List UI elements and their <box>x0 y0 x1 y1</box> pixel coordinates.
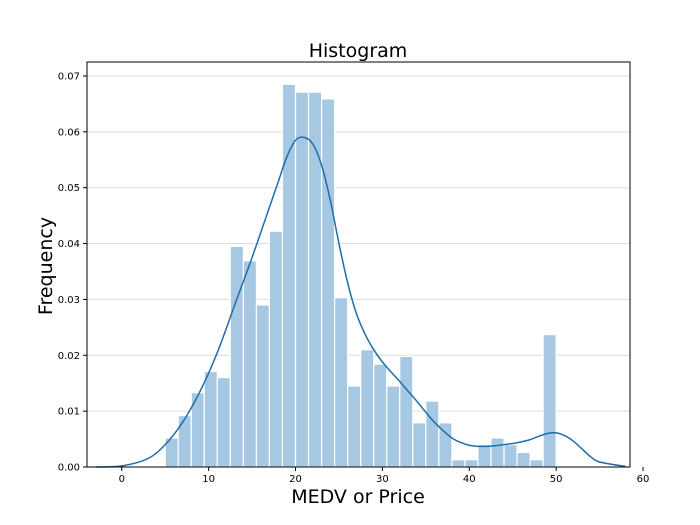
histogram-bar <box>412 422 427 468</box>
histogram-bar <box>294 91 310 468</box>
histogram-bar <box>542 334 557 468</box>
y-axis-label: Frequency <box>35 217 57 315</box>
histogram-bar <box>373 363 388 468</box>
histogram-bars <box>164 83 557 468</box>
x-tick-label: 20 <box>289 474 302 485</box>
density-curve <box>95 136 626 468</box>
x-tick-label: 10 <box>202 474 215 485</box>
histogram-bar <box>268 230 284 468</box>
y-tick-label: 0.06 <box>58 127 80 138</box>
histogram-bar <box>255 304 271 468</box>
y-tick-label: 0.04 <box>58 239 80 250</box>
histogram-bar <box>490 437 505 468</box>
histogram-bar <box>242 260 258 468</box>
histogram-bar <box>347 385 362 468</box>
histogram-bar <box>386 385 401 468</box>
histogram-bar <box>516 451 531 468</box>
histogram-bar <box>177 415 192 468</box>
x-axis-ticks: 0 10 20 30 40 50 60 <box>119 467 650 485</box>
histogram-bar <box>216 377 231 468</box>
kde-line <box>95 136 626 468</box>
histogram-bar <box>334 297 349 468</box>
x-tick-label: 40 <box>463 474 476 485</box>
y-tick-label: 0.05 <box>58 183 80 194</box>
histogram-bar <box>360 349 375 468</box>
gridlines <box>87 75 630 468</box>
y-tick-label: 0.01 <box>58 407 80 418</box>
histogram-bar <box>399 355 414 468</box>
x-tick-label: 30 <box>376 474 389 485</box>
histogram-bar <box>425 400 440 468</box>
x-tick-label: 60 <box>637 474 650 485</box>
histogram-bar <box>229 245 244 468</box>
histogram-bar <box>451 459 466 468</box>
histogram-bar <box>503 444 518 468</box>
y-axis-ticks: 0.00 0.01 0.02 0.03 0.04 0.05 0.06 0.07 <box>58 71 87 474</box>
x-tick-label: 50 <box>550 474 563 485</box>
x-tick-label: 0 <box>119 474 125 485</box>
y-tick-label: 0.00 <box>58 463 80 474</box>
x-axis-label: MEDV or Price <box>291 486 425 508</box>
histogram-bar <box>477 444 492 468</box>
histogram-bar <box>320 98 336 468</box>
histogram-bar <box>203 370 218 468</box>
axes-box <box>86 61 631 468</box>
histogram-bar <box>529 459 544 468</box>
plot-frame <box>86 61 631 468</box>
y-tick-label: 0.03 <box>58 295 80 306</box>
chart-title: Histogram <box>309 40 408 62</box>
y-tick-label: 0.02 <box>58 351 80 362</box>
histogram-bar <box>464 459 479 468</box>
y-tick-label: 0.07 <box>58 71 80 82</box>
